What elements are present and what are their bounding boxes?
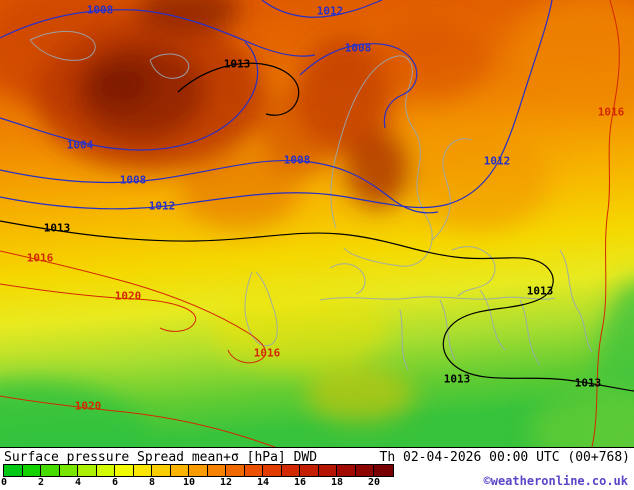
isobars-red — [0, 0, 620, 447]
spread-blobs — [0, 0, 634, 447]
contour-label: 1013 — [574, 376, 602, 390]
contour-label: 1013 — [526, 284, 554, 298]
legend-cell — [96, 465, 115, 476]
legend-cell — [300, 465, 319, 476]
isobars-blue — [0, 0, 553, 214]
legend-cell — [263, 465, 282, 476]
contour-label: 1016 — [597, 105, 625, 119]
legend-cell — [374, 465, 393, 476]
contour-label: 1008 — [86, 3, 114, 17]
legend-cell — [22, 465, 41, 476]
contour-label: 1012 — [483, 154, 511, 168]
legend-tick: 6 — [111, 477, 119, 488]
legend-cell — [189, 465, 208, 476]
contour-label: 1016 — [253, 346, 281, 360]
contour-label: 1020 — [114, 289, 142, 303]
legend-tick: 4 — [74, 477, 82, 488]
legend-tick: 0 — [0, 477, 8, 488]
legend-cell — [133, 465, 152, 476]
contour-label: 1004 — [66, 138, 94, 152]
valid-time: Th 02-04-2026 00:00 UTC (00+768) — [379, 450, 630, 465]
contour-label: 1008 — [283, 153, 311, 167]
pressure-spread-field — [0, 0, 634, 447]
contour-label: 1013 — [443, 372, 471, 386]
legend-cell — [337, 465, 356, 476]
contour-label: 1012 — [316, 4, 344, 18]
status-bar: Surface pressure Spread mean+σ [hPa] DWD… — [0, 448, 634, 489]
legend-cell — [207, 465, 226, 476]
legend-tick: 12 — [219, 477, 233, 488]
legend-ticks: 0 2 4 6 8 10 12 14 16 18 20 — [0, 477, 420, 489]
legend-cell — [281, 465, 300, 476]
contour-label: 1013 — [223, 57, 251, 71]
copyright: ©weatheronline.co.uk — [483, 474, 629, 488]
legend-cell — [152, 465, 171, 476]
contour-label: 1016 — [26, 251, 54, 265]
contour-labels-layer: 1008 1012 1013 1008 1004 1008 1008 1012 1012 1013… — [26, 3, 625, 413]
legend-cell — [115, 465, 134, 476]
contour-label: 1013 — [43, 221, 71, 235]
legend-cell — [59, 465, 78, 476]
map-area: 1008 1012 1013 1008 1004 1008 1008 1012 1012 1013… — [0, 0, 634, 448]
legend-cell — [318, 465, 337, 476]
legend-cell — [170, 465, 189, 476]
legend-colorbar — [3, 464, 394, 477]
legend-cell — [226, 465, 245, 476]
coastlines — [29, 30, 593, 371]
legend-tick: 20 — [367, 477, 381, 488]
legend-tick: 18 — [330, 477, 344, 488]
legend-cell — [78, 465, 97, 476]
product-title: Surface pressure Spread mean+σ [hPa] DWD — [4, 450, 318, 465]
legend-tick: 16 — [293, 477, 307, 488]
contour-label: 1020 — [74, 399, 102, 413]
contour-label: 1012 — [148, 199, 176, 213]
legend-cell — [41, 465, 60, 476]
legend-cell — [355, 465, 374, 476]
legend-tick: 8 — [148, 477, 156, 488]
legend-cell — [4, 465, 23, 476]
contour-label: 1008 — [344, 41, 372, 55]
legend-tick: 10 — [182, 477, 196, 488]
legend-tick: 2 — [37, 477, 45, 488]
legend-tick: 14 — [256, 477, 270, 488]
legend-cell — [244, 465, 263, 476]
contour-label: 1008 — [119, 173, 147, 187]
isobars-black — [0, 62, 634, 392]
